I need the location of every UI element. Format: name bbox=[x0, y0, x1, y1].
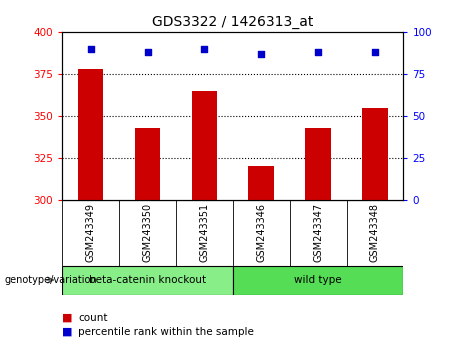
Bar bbox=[248, 166, 274, 200]
Text: GSM243351: GSM243351 bbox=[199, 203, 209, 262]
Text: ■: ■ bbox=[62, 313, 73, 322]
Bar bbox=[192, 91, 217, 200]
Bar bbox=[62, 266, 233, 295]
Point bbox=[87, 46, 95, 52]
Point bbox=[371, 49, 378, 55]
Point bbox=[201, 46, 208, 52]
Point bbox=[144, 49, 151, 55]
Text: ■: ■ bbox=[62, 327, 73, 337]
Bar bbox=[78, 69, 103, 200]
Text: beta-catenin knockout: beta-catenin knockout bbox=[89, 275, 206, 285]
Text: GSM243346: GSM243346 bbox=[256, 203, 266, 262]
Text: percentile rank within the sample: percentile rank within the sample bbox=[78, 327, 254, 337]
Point bbox=[314, 49, 322, 55]
Bar bbox=[233, 266, 403, 295]
Text: genotype/variation: genotype/variation bbox=[5, 275, 97, 285]
Text: GSM243347: GSM243347 bbox=[313, 203, 323, 262]
Bar bbox=[362, 108, 388, 200]
Text: wild type: wild type bbox=[294, 275, 342, 285]
Point bbox=[258, 51, 265, 57]
Text: GSM243349: GSM243349 bbox=[86, 203, 96, 262]
Text: GSM243348: GSM243348 bbox=[370, 203, 380, 262]
Text: GSM243350: GSM243350 bbox=[142, 203, 153, 262]
Bar bbox=[305, 128, 331, 200]
Bar bbox=[135, 128, 160, 200]
Title: GDS3322 / 1426313_at: GDS3322 / 1426313_at bbox=[152, 16, 313, 29]
Text: count: count bbox=[78, 313, 108, 322]
